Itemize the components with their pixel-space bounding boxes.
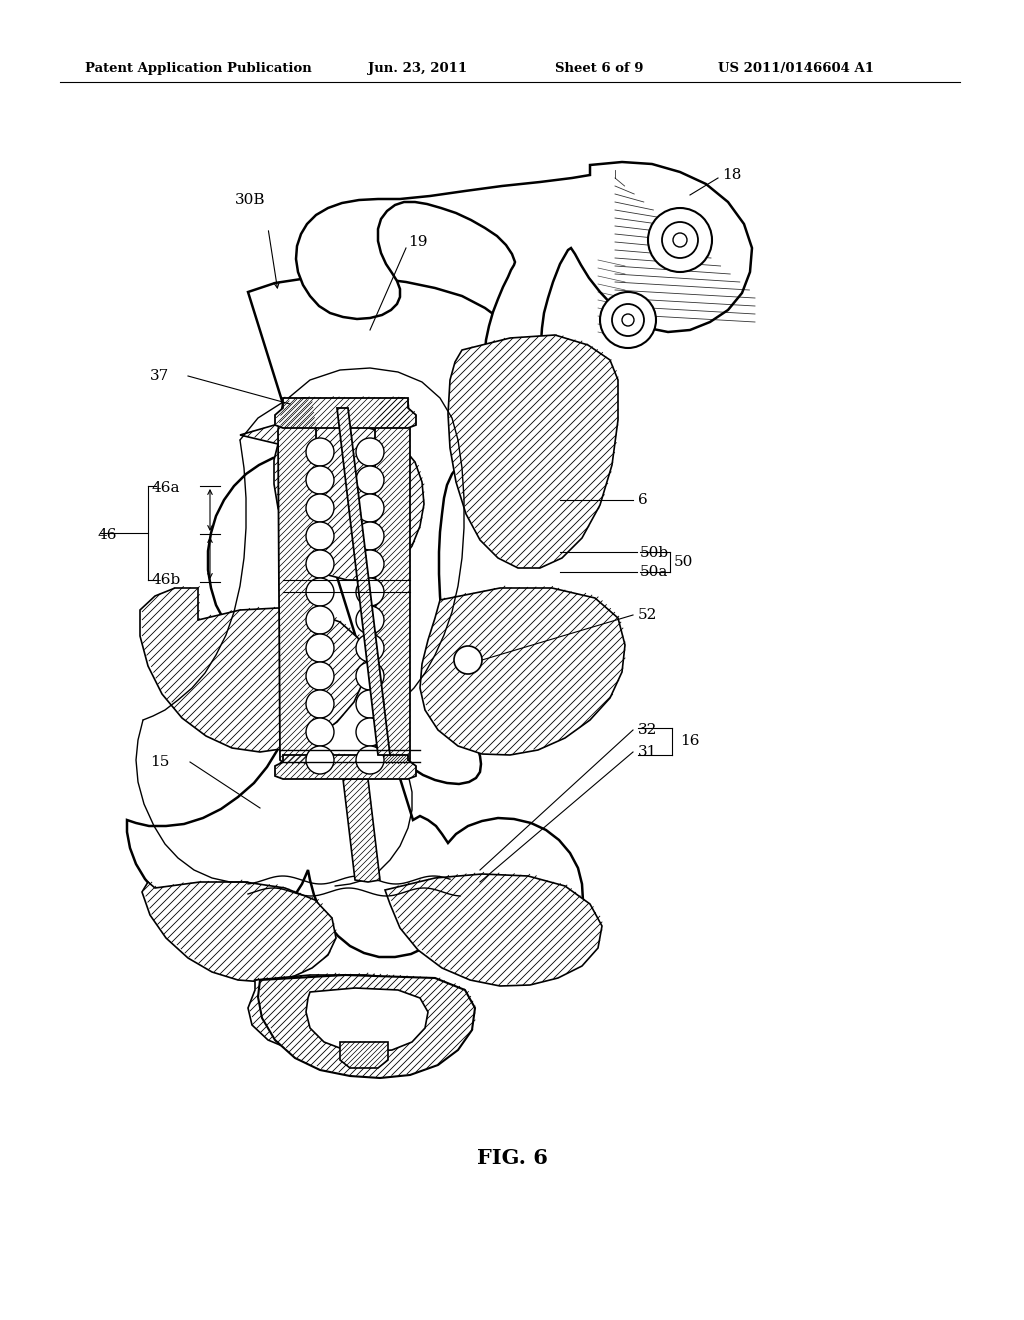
- Circle shape: [306, 438, 334, 466]
- Polygon shape: [258, 975, 475, 1078]
- Text: 46a: 46a: [152, 480, 180, 495]
- Circle shape: [306, 494, 334, 521]
- Circle shape: [356, 578, 384, 606]
- Circle shape: [306, 550, 334, 578]
- Text: 32: 32: [638, 723, 657, 737]
- Polygon shape: [127, 277, 583, 960]
- Circle shape: [612, 304, 644, 337]
- Circle shape: [673, 234, 687, 247]
- Circle shape: [356, 494, 384, 521]
- Polygon shape: [248, 975, 460, 1056]
- Text: 19: 19: [408, 235, 427, 249]
- Polygon shape: [465, 348, 590, 564]
- Circle shape: [648, 209, 712, 272]
- Polygon shape: [140, 587, 366, 752]
- Polygon shape: [337, 408, 390, 755]
- Circle shape: [662, 222, 698, 257]
- Circle shape: [306, 690, 334, 718]
- Circle shape: [356, 521, 384, 550]
- Text: 46: 46: [98, 528, 118, 543]
- Circle shape: [356, 466, 384, 494]
- Polygon shape: [240, 420, 424, 579]
- Text: Sheet 6 of 9: Sheet 6 of 9: [555, 62, 643, 75]
- Circle shape: [306, 466, 334, 494]
- Text: 50: 50: [674, 554, 693, 569]
- Text: 6: 6: [638, 492, 648, 507]
- Circle shape: [356, 746, 384, 774]
- Text: 37: 37: [150, 370, 169, 383]
- Polygon shape: [385, 874, 602, 986]
- Polygon shape: [375, 399, 410, 764]
- Circle shape: [600, 292, 656, 348]
- Polygon shape: [420, 587, 625, 755]
- Circle shape: [356, 718, 384, 746]
- Text: FIG. 6: FIG. 6: [476, 1148, 548, 1168]
- Text: US 2011/0146604 A1: US 2011/0146604 A1: [718, 62, 874, 75]
- Polygon shape: [449, 335, 618, 568]
- Text: 18: 18: [722, 168, 741, 182]
- Polygon shape: [275, 755, 416, 779]
- Circle shape: [306, 634, 334, 663]
- Text: 31: 31: [638, 744, 657, 759]
- Text: 50a: 50a: [640, 565, 669, 579]
- Circle shape: [454, 645, 482, 675]
- Circle shape: [356, 606, 384, 634]
- Circle shape: [306, 663, 334, 690]
- Text: Patent Application Publication: Patent Application Publication: [85, 62, 311, 75]
- Circle shape: [356, 690, 384, 718]
- Circle shape: [622, 314, 634, 326]
- Text: Jun. 23, 2011: Jun. 23, 2011: [368, 62, 467, 75]
- Text: 50b: 50b: [640, 546, 669, 560]
- Circle shape: [306, 578, 334, 606]
- Text: 30B: 30B: [234, 193, 265, 207]
- Circle shape: [306, 718, 334, 746]
- Polygon shape: [343, 779, 380, 882]
- Polygon shape: [278, 399, 316, 764]
- Circle shape: [306, 746, 334, 774]
- Text: 46b: 46b: [152, 573, 181, 587]
- Polygon shape: [275, 399, 416, 428]
- Circle shape: [356, 634, 384, 663]
- Polygon shape: [340, 1041, 388, 1068]
- Circle shape: [356, 663, 384, 690]
- Text: 16: 16: [680, 734, 699, 748]
- Circle shape: [306, 521, 334, 550]
- Polygon shape: [142, 882, 336, 982]
- Polygon shape: [296, 162, 752, 384]
- Polygon shape: [306, 987, 428, 1052]
- Circle shape: [356, 550, 384, 578]
- Circle shape: [306, 606, 334, 634]
- Circle shape: [356, 438, 384, 466]
- Text: 15: 15: [150, 755, 169, 770]
- Text: 52: 52: [638, 609, 657, 622]
